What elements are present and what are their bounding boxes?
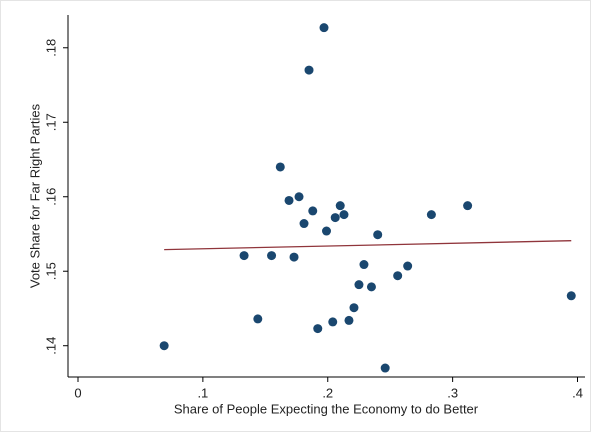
x-tick-label: .4 — [572, 385, 583, 400]
point — [335, 201, 345, 211]
point — [284, 195, 294, 205]
point — [239, 251, 249, 261]
x-tick-label: 0 — [74, 385, 81, 400]
y-tick-label: .16 — [43, 188, 58, 206]
point — [304, 65, 314, 75]
point — [426, 210, 436, 220]
point — [294, 192, 304, 202]
point — [289, 252, 299, 262]
point — [373, 230, 383, 240]
point — [344, 315, 354, 325]
point — [366, 282, 376, 292]
point — [313, 324, 323, 334]
fit-line — [164, 240, 572, 251]
point — [393, 271, 403, 281]
point — [354, 280, 364, 290]
x-tick-label: .3 — [447, 385, 458, 400]
y-tick-label: .15 — [43, 262, 58, 280]
point — [275, 162, 285, 172]
point — [299, 219, 309, 229]
point — [253, 314, 263, 324]
x-tick-label: .1 — [197, 385, 208, 400]
point — [349, 303, 359, 313]
point — [566, 291, 576, 301]
point — [322, 226, 331, 236]
point — [380, 363, 390, 373]
point — [359, 260, 369, 270]
point — [267, 251, 277, 261]
point — [339, 210, 349, 220]
point — [159, 341, 169, 351]
x-tick-label: .2 — [322, 385, 333, 400]
point — [463, 201, 473, 211]
y-axis-label: Vote Share for Far Right Parties — [27, 103, 42, 288]
point — [308, 206, 318, 216]
x-axis-label: Share of People Expecting the Economy to… — [174, 401, 479, 416]
point — [319, 23, 329, 33]
y-tick-label: .14 — [43, 337, 58, 355]
y-tick-label: .17 — [43, 113, 58, 131]
point — [403, 261, 413, 271]
point — [328, 317, 338, 327]
y-tick-label: .18 — [43, 39, 58, 57]
point — [330, 213, 340, 223]
